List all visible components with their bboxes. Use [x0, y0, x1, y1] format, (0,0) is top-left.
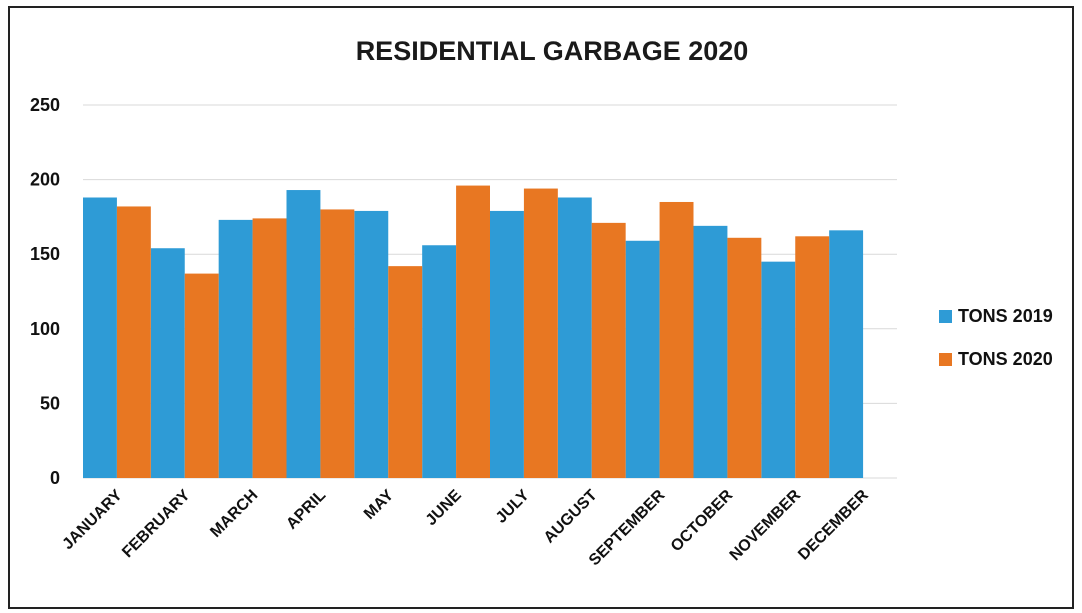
x-tick-label: MARCH	[207, 487, 261, 541]
bar-tons-2019	[218, 219, 253, 478]
bar-tons-2020	[523, 188, 558, 478]
bar-tons-2019	[761, 261, 796, 478]
x-tick-label: MAY	[361, 487, 397, 523]
legend: TONS 2019 TONS 2020	[939, 306, 1053, 369]
bar-tons-2020	[184, 273, 219, 478]
bar-tons-2019	[286, 190, 321, 478]
bar-tons-2020	[659, 201, 694, 479]
legend-label: TONS 2019	[958, 306, 1053, 326]
y-tick-label: 50	[40, 393, 60, 413]
x-tick-label: JUNE	[423, 487, 465, 529]
legend-swatch	[939, 310, 952, 323]
bar-tons-2020	[388, 266, 423, 478]
bar-tons-2019	[625, 240, 660, 478]
bar-tons-2019	[354, 210, 389, 478]
bar-tons-2020	[320, 209, 355, 478]
x-tick-label: JANUARY	[59, 487, 126, 554]
y-tick-label: 100	[30, 319, 60, 339]
bar-tons-2019	[490, 210, 524, 478]
bar-tons-2019	[693, 225, 728, 478]
bar-tons-2020	[252, 218, 287, 478]
bars	[83, 185, 864, 479]
bar-tons-2020	[727, 237, 762, 478]
x-tick-label: FEBRUARY	[119, 487, 194, 562]
y-axis-ticks: 0 50 100 150 200 250	[30, 95, 60, 488]
x-tick-label: AUGUST	[541, 487, 601, 547]
x-tick-label: DECEMBER	[795, 486, 872, 563]
x-tick-label: APRIL	[283, 487, 329, 533]
bar-tons-2020	[456, 185, 490, 478]
x-tick-label: NOVEMBER	[727, 486, 805, 564]
legend-label: TONS 2020	[958, 349, 1053, 369]
chart-title: RESIDENTIAL GARBAGE 2020	[356, 36, 749, 66]
legend-swatch	[939, 353, 952, 366]
bar-tons-2020	[116, 206, 151, 478]
y-tick-label: 250	[30, 95, 60, 115]
bar-tons-2019	[150, 248, 185, 478]
bar-tons-2019	[557, 197, 592, 478]
x-tick-label: OCTOBER	[668, 486, 737, 555]
bar-tons-2019	[83, 197, 117, 478]
y-tick-label: 0	[50, 468, 60, 488]
bar-tons-2019	[829, 230, 864, 478]
bar-tons-2020	[795, 236, 830, 478]
bar-tons-2019	[422, 245, 457, 478]
y-tick-label: 150	[30, 244, 60, 264]
y-tick-label: 200	[30, 170, 60, 190]
bar-tons-2020	[591, 222, 626, 478]
x-tick-label: JULY	[493, 487, 533, 527]
